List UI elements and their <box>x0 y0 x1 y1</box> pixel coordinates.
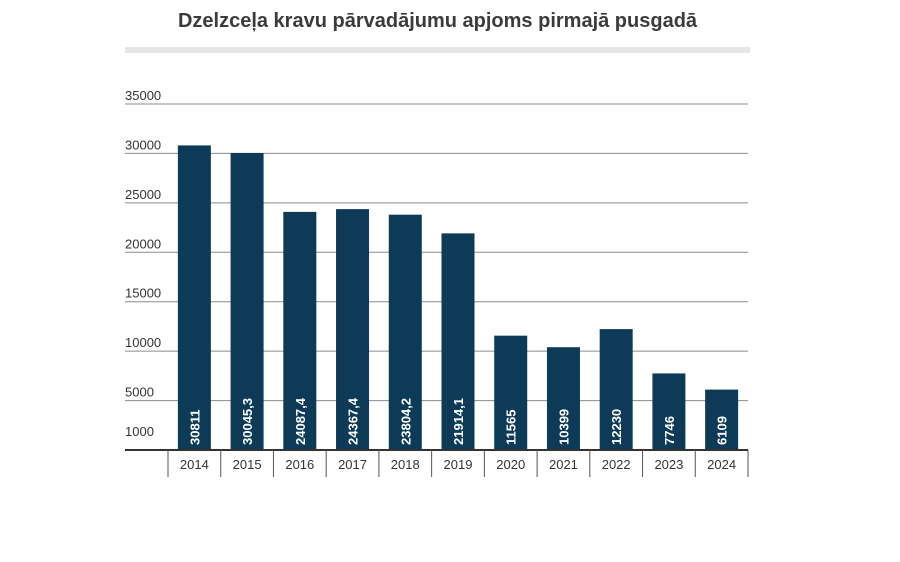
bar-value-label: 24087,4 <box>293 397 308 445</box>
x-category-label: 2018 <box>391 457 420 472</box>
gridlines <box>125 103 748 402</box>
bar <box>177 145 211 450</box>
bar <box>546 347 580 450</box>
x-axis: 2014 2015 2016 2017 2018 2019 2020 2021 2022 2023… <box>125 449 749 477</box>
x-category-label: 2016 <box>285 457 314 472</box>
y-tick-label: 5000 <box>125 385 154 400</box>
bar-value-label: 11565 <box>504 410 519 445</box>
x-category-label: 2019 <box>444 457 473 472</box>
bar <box>494 335 528 450</box>
bar <box>336 209 370 450</box>
bar <box>652 373 686 450</box>
bar <box>388 214 422 450</box>
y-tick-label: 20000 <box>125 236 161 251</box>
bar-value-label: 7746 <box>662 416 677 445</box>
y-tick-label: 35000 <box>125 88 161 103</box>
y-tick-label: 30000 <box>125 137 161 152</box>
bars: 30811 30045,3 24087,4 24367,4 23804,2 21914,1… <box>177 145 739 450</box>
x-category-label: 2024 <box>707 457 736 472</box>
y-tick-label: 25000 <box>125 187 161 202</box>
x-category-label: 2015 <box>233 457 262 472</box>
bar-value-label: 12230 <box>609 409 624 445</box>
bar <box>705 389 739 450</box>
y-tick-label: 1000 <box>125 424 154 439</box>
x-category-label: 2017 <box>338 457 367 472</box>
bar-value-label: 23804,2 <box>398 398 413 445</box>
bar-value-label: 24367,4 <box>346 397 361 445</box>
chart-title: Dzelzceļa kravu pārvadājumu apjoms pirma… <box>177 10 698 32</box>
x-category-label: 2023 <box>654 457 683 472</box>
bar <box>599 329 633 450</box>
bar <box>441 233 475 450</box>
bar <box>283 211 317 450</box>
y-tick-label: 10000 <box>125 335 161 350</box>
x-category-label: 2020 <box>496 457 525 472</box>
bar-value-label: 30811 <box>187 410 202 445</box>
bar <box>230 152 264 450</box>
bar-value-label: 10399 <box>556 409 571 445</box>
bar-value-label: 21914,1 <box>451 398 466 445</box>
title-divider <box>125 47 750 53</box>
x-category-label: 2021 <box>549 457 578 472</box>
y-axis-ticks: 35000 30000 25000 20000 15000 10000 5000 1000 <box>125 88 161 439</box>
y-tick-label: 15000 <box>125 286 161 301</box>
x-category-label: 2014 <box>180 457 209 472</box>
bar-value-label: 6109 <box>715 416 730 445</box>
x-category-label: 2022 <box>602 457 631 472</box>
bar-value-label: 30045,3 <box>240 398 255 445</box>
